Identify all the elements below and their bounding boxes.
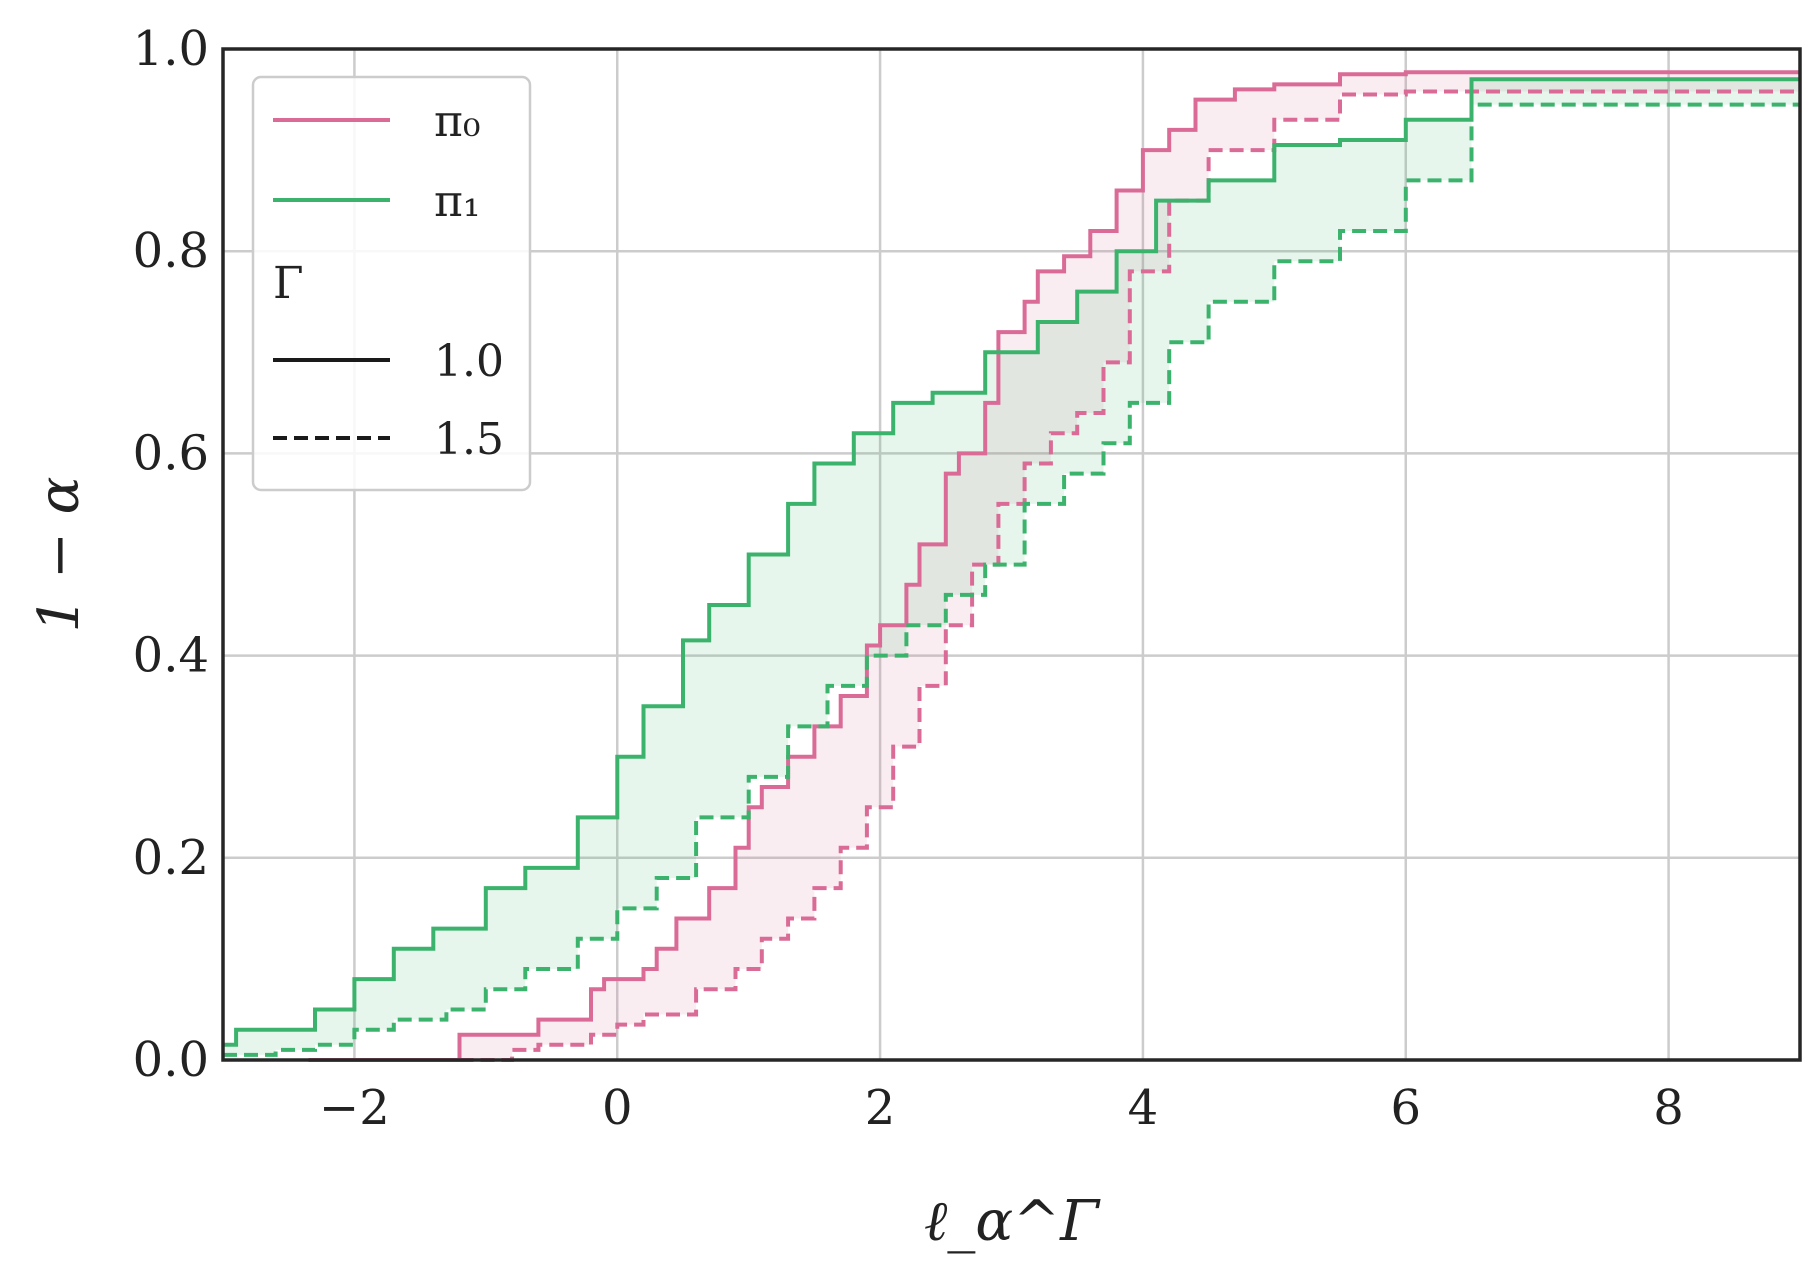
legend-label-gamma-1-0: 1.0 [434, 336, 504, 387]
tick-layer: −2 0 2 4 6 8 0.0 0.2 0.4 0.6 0.8 1.0 [133, 21, 1684, 1136]
plot-frame [221, 47, 1802, 1062]
legend-label-gamma-1-5: 1.5 [434, 414, 504, 465]
legend-title-gamma: Γ [273, 258, 304, 309]
series-layer [223, 70, 1800, 1062]
x-tick-label: 0 [602, 1080, 633, 1136]
x-tick-label: 2 [865, 1080, 896, 1136]
legend-label-pi1: π₁ [434, 176, 481, 227]
y-tick-label: 0.0 [133, 1032, 209, 1088]
y-tick-label: 0.4 [133, 628, 209, 684]
grid-layer [223, 47, 1800, 1062]
y-axis-label: 1 − α [27, 477, 92, 633]
x-tick-label: −2 [319, 1080, 390, 1136]
y-tick-label: 0.6 [133, 425, 209, 481]
y-tick-label: 0.8 [133, 223, 209, 279]
x-axis-label: ℓ_α^Γ [924, 1189, 1101, 1254]
legend: π₀ π₁ Γ 1.0 1.5 [251, 75, 532, 492]
x-tick-label: 6 [1390, 1080, 1421, 1136]
x-tick-label: 8 [1653, 1080, 1684, 1136]
y-tick-label: 0.2 [133, 830, 209, 886]
series-line [308, 70, 1800, 1062]
series-line [223, 77, 1800, 1047]
legend-box [251, 75, 532, 492]
x-tick-label: 4 [1128, 1080, 1159, 1136]
y-tick-label: 1.0 [133, 21, 209, 77]
legend-label-pi0: π₀ [434, 96, 481, 147]
series-line [223, 102, 1800, 1057]
series-line [459, 89, 1800, 1062]
